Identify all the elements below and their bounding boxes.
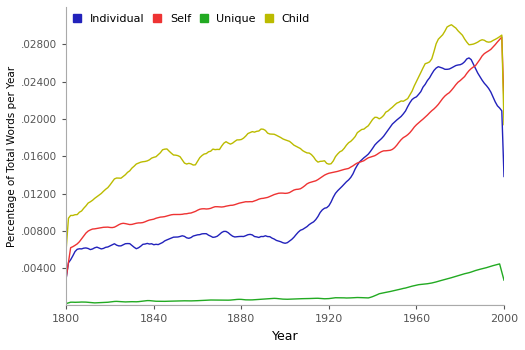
Self	[63, 275, 69, 279]
Individual	[63, 276, 69, 280]
Self	[223, 204, 229, 208]
Individual	[501, 174, 507, 179]
Self	[299, 185, 306, 189]
Child	[63, 246, 69, 250]
Unique	[501, 278, 507, 282]
Line: Unique: Unique	[66, 264, 504, 303]
Self	[501, 101, 507, 105]
Child	[448, 23, 455, 27]
Child	[102, 187, 109, 191]
Line: Self: Self	[66, 37, 504, 277]
Legend: Individual, Self, Unique, Child: Individual, Self, Unique, Child	[72, 13, 311, 25]
Self	[65, 260, 71, 265]
Unique	[65, 301, 71, 305]
Child	[223, 140, 229, 144]
X-axis label: Year: Year	[272, 330, 298, 343]
Child	[299, 148, 306, 153]
Unique	[102, 300, 109, 304]
Self	[499, 35, 505, 39]
Unique	[247, 298, 253, 302]
Unique	[299, 296, 306, 301]
Y-axis label: Percentage of Total Words per Year: Percentage of Total Words per Year	[7, 66, 17, 247]
Individual	[65, 261, 71, 265]
Unique	[464, 271, 470, 275]
Self	[247, 199, 253, 204]
Individual	[464, 57, 470, 61]
Individual	[102, 245, 109, 250]
Individual	[223, 229, 229, 233]
Individual	[247, 232, 253, 237]
Child	[466, 43, 472, 47]
Child	[247, 131, 253, 135]
Self	[102, 225, 109, 229]
Individual	[466, 56, 472, 60]
Line: Child: Child	[66, 25, 504, 248]
Individual	[299, 227, 306, 231]
Line: Individual: Individual	[66, 58, 504, 278]
Child	[65, 216, 71, 221]
Self	[464, 71, 470, 76]
Child	[501, 122, 507, 127]
Unique	[497, 262, 503, 266]
Unique	[223, 298, 229, 302]
Unique	[63, 301, 69, 306]
